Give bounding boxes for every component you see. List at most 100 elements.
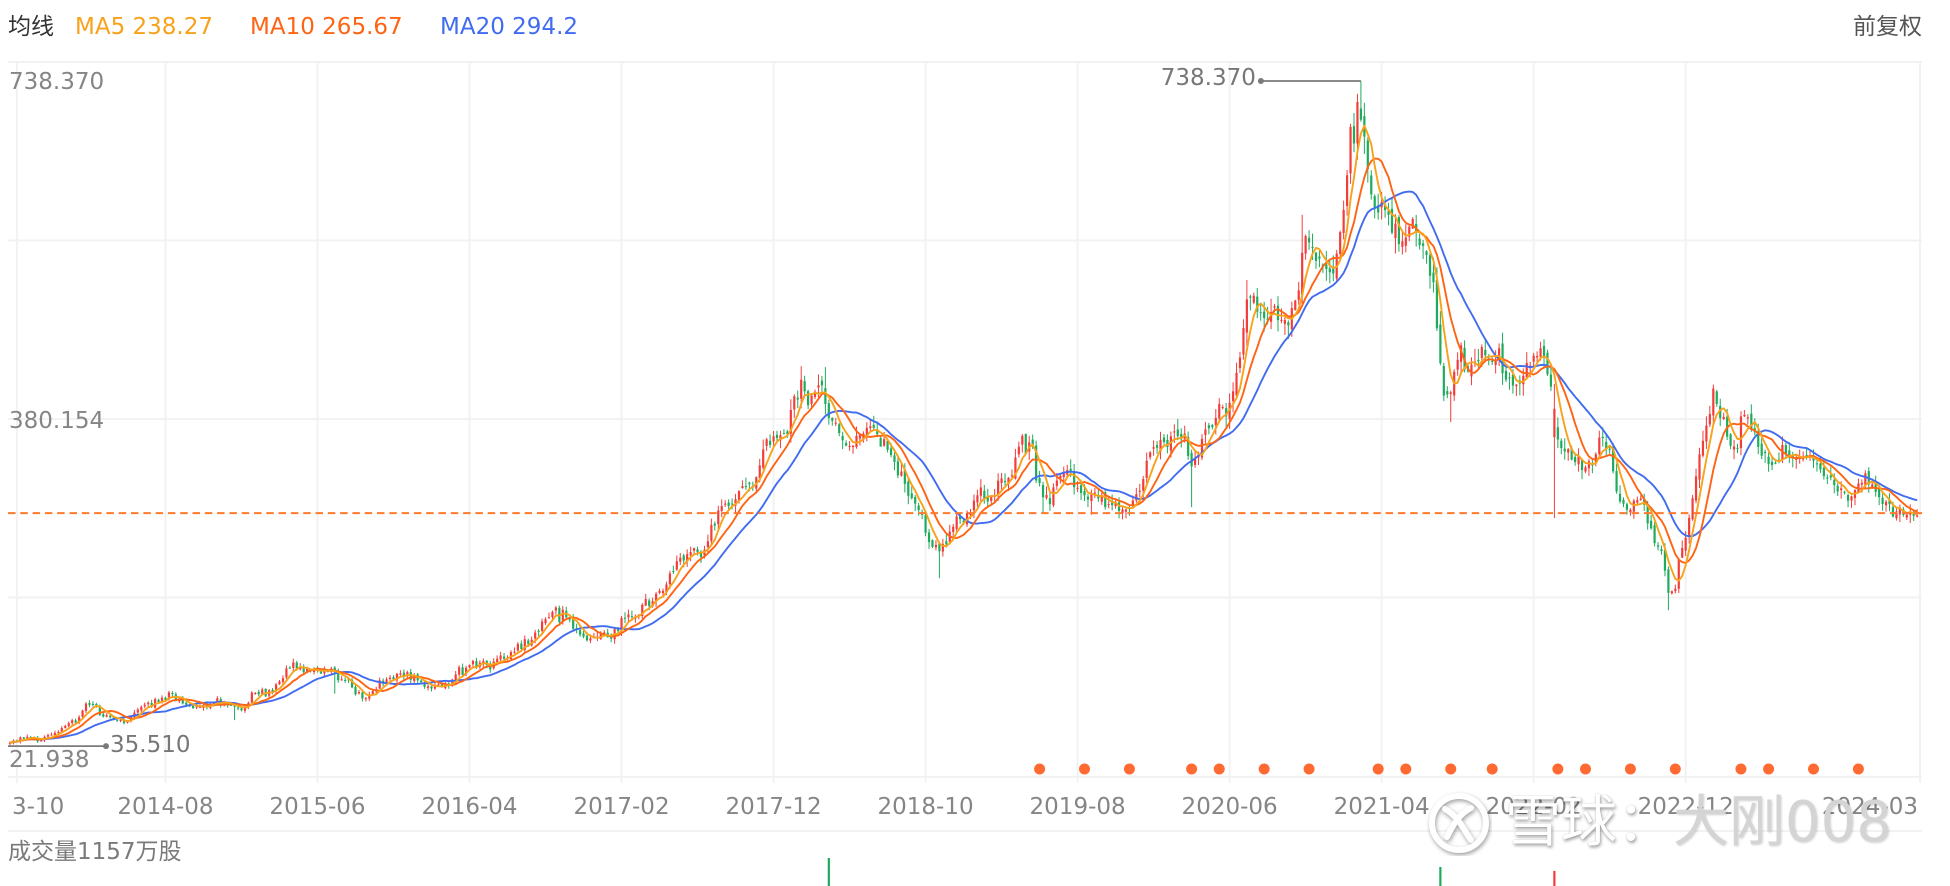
candle-body <box>616 628 620 632</box>
candle-body <box>1021 435 1024 445</box>
candle-body <box>869 426 872 429</box>
event-marker-dot[interactable] <box>1123 763 1135 775</box>
event-marker-dot[interactable] <box>1486 763 1498 775</box>
candle-body <box>1822 467 1825 477</box>
candle-body <box>1408 226 1411 237</box>
candle-body <box>879 437 882 447</box>
candle-body <box>710 524 713 541</box>
x-axis-label: 2021-04 <box>1333 794 1430 820</box>
candle-body <box>1598 437 1601 455</box>
event-marker-dot[interactable] <box>1808 763 1820 775</box>
candle-down <box>827 399 830 425</box>
candle-body <box>668 573 672 585</box>
event-marker-dot[interactable] <box>1372 763 1384 775</box>
candle-body <box>1052 487 1055 506</box>
candle-body <box>1757 431 1760 447</box>
event-marker-dot[interactable] <box>1579 763 1591 775</box>
candle-body <box>1698 454 1701 480</box>
candle-body <box>1729 434 1732 446</box>
candle-body <box>195 706 198 708</box>
candle-body <box>1525 362 1528 378</box>
event-marker-dot[interactable] <box>1186 763 1198 775</box>
candle-body <box>686 554 689 562</box>
candle-body <box>1190 452 1193 467</box>
x-axis-label: 2022-12 <box>1637 794 1734 820</box>
candle-body <box>340 679 343 681</box>
candle-body <box>927 532 931 543</box>
candle-body <box>793 396 796 410</box>
candle-body <box>1898 507 1901 515</box>
candle-body <box>378 680 381 689</box>
candle-up <box>765 437 768 451</box>
chart-plot-area[interactable] <box>8 62 1922 777</box>
candle-body <box>689 552 692 556</box>
event-marker-dot[interactable] <box>1624 763 1636 775</box>
candle-body <box>1553 408 1556 438</box>
candle-body <box>1705 425 1708 442</box>
indicator-title-ma[interactable]: 均线 <box>8 14 54 40</box>
candle-down <box>1162 434 1166 445</box>
candle-body <box>319 671 323 674</box>
candle-body <box>730 503 734 505</box>
event-marker-dot[interactable] <box>1213 763 1225 775</box>
candle-body <box>285 668 288 678</box>
candle-body <box>827 403 830 418</box>
candle-up <box>869 419 872 432</box>
candle-down <box>672 565 675 575</box>
event-marker-dot[interactable] <box>1303 763 1315 775</box>
candle-body <box>50 734 53 736</box>
candle-body <box>534 632 537 639</box>
candle-up <box>1722 412 1725 421</box>
candle-body <box>1484 349 1487 356</box>
candle-up <box>1218 398 1221 423</box>
volume-indicator-label[interactable]: 成交量1157万股 <box>8 839 182 865</box>
candle-body <box>1812 457 1815 461</box>
candle-body <box>1180 433 1183 440</box>
candle-body <box>1560 440 1563 448</box>
event-marker-dot[interactable] <box>1763 763 1775 775</box>
candle-body <box>520 643 523 649</box>
event-marker-dot[interactable] <box>1445 763 1457 775</box>
event-marker-dot[interactable] <box>1735 763 1747 775</box>
event-marker-dot[interactable] <box>1552 763 1564 775</box>
candle-body <box>1515 384 1518 387</box>
event-marker-dot[interactable] <box>1669 763 1681 775</box>
event-marker-dot[interactable] <box>1079 763 1091 775</box>
candle-down <box>1276 296 1280 332</box>
candle-down <box>1387 202 1390 226</box>
candle-up <box>813 389 817 400</box>
event-marker-dot[interactable] <box>1034 763 1046 775</box>
candle-body <box>1567 449 1570 453</box>
candle-body <box>1587 461 1591 469</box>
candle-body <box>585 635 589 641</box>
event-marker-dot[interactable] <box>1400 763 1412 775</box>
candle-body <box>765 439 768 446</box>
candle-down <box>1615 463 1618 494</box>
candle-body <box>236 707 240 709</box>
x-axis-label: 3-10 <box>12 794 65 820</box>
candle-down <box>1560 438 1563 455</box>
candle-up <box>499 651 502 663</box>
candle-up <box>1670 590 1673 595</box>
event-marker-dot[interactable] <box>1852 763 1864 775</box>
candle-body <box>122 719 126 723</box>
candle-up <box>1532 352 1535 367</box>
candle-body <box>1297 290 1300 301</box>
candle-up <box>1480 344 1483 367</box>
candle-body <box>893 455 896 463</box>
candle-body <box>437 684 440 686</box>
candle-body <box>1259 312 1262 314</box>
ma5-line <box>9 124 1918 744</box>
candle-body <box>426 686 430 688</box>
candle-down <box>1650 515 1653 530</box>
adjust-mode-toggle[interactable]: 前复权 <box>1853 14 1922 40</box>
candle-down <box>1035 440 1038 484</box>
candle-up <box>1138 483 1141 498</box>
candle-down <box>582 629 585 639</box>
candle-down <box>240 707 243 712</box>
candle-down <box>1314 251 1318 269</box>
event-marker-dot[interactable] <box>1258 763 1270 775</box>
candle-body <box>240 708 243 711</box>
candle-body <box>271 689 274 692</box>
candle-body <box>1629 509 1632 513</box>
